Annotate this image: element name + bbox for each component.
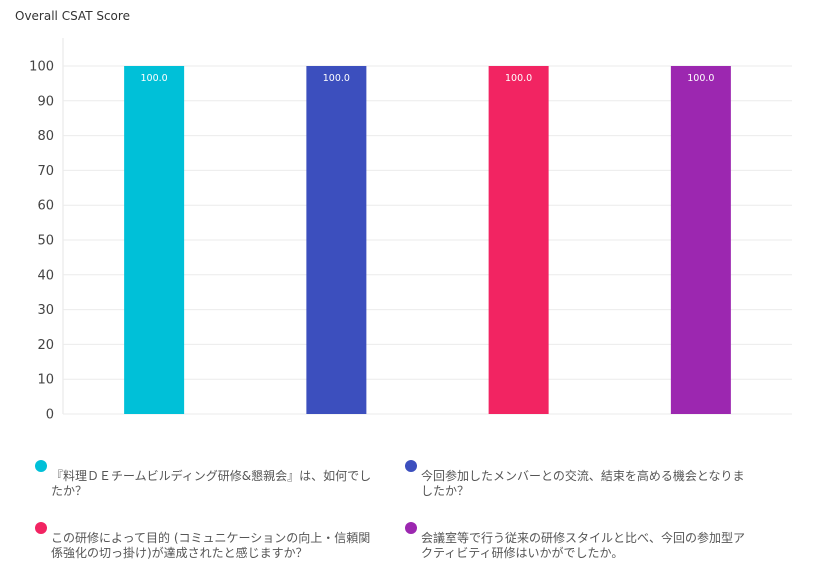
legend-label-1: 『料理ＤＥチームビルディング研修&懇親会』は、如何でしたか？ bbox=[51, 469, 372, 498]
bar-3 bbox=[488, 66, 549, 414]
legend: 『料理ＤＥチームビルディング研修&懇親会』は、如何でしたか？ 今回参加したメンバ… bbox=[35, 460, 795, 580]
y-tick-label: 10 bbox=[37, 373, 54, 388]
y-tick-label: 50 bbox=[37, 234, 54, 249]
y-tick-label: 80 bbox=[37, 129, 54, 144]
bar-4 bbox=[670, 66, 731, 414]
legend-label-2: 今回参加したメンバーとの交流、結束を高める機会となりましたか？ bbox=[421, 469, 745, 498]
bar-value-label-3: 100.0 bbox=[505, 73, 532, 84]
legend-swatch-4 bbox=[405, 522, 417, 534]
bar-value-label-1: 100.0 bbox=[141, 73, 168, 84]
bar-value-label-2: 100.0 bbox=[323, 73, 350, 84]
chart-title: Overall CSAT Score bbox=[15, 9, 130, 23]
y-tick-label: 40 bbox=[37, 268, 54, 283]
legend-swatch-1 bbox=[35, 460, 47, 472]
y-tick-label: 20 bbox=[37, 338, 54, 353]
legend-swatch-2 bbox=[405, 460, 417, 472]
y-tick-label: 70 bbox=[37, 164, 54, 179]
y-tick-label: 100 bbox=[29, 60, 54, 75]
y-tick-label: 30 bbox=[37, 303, 54, 318]
y-tick-label: 60 bbox=[37, 199, 54, 214]
legend-swatch-3 bbox=[35, 522, 47, 534]
bar-chart: 0 10 20 30 40 50 60 70 80 90 100 100.0 100.0 100.0 100… bbox=[29, 38, 792, 423]
y-tick-label: 90 bbox=[37, 94, 54, 109]
y-tick-label: 0 bbox=[46, 408, 54, 423]
legend-label-4: 会議室等で行う従来の研修スタイルと比べ、今回の参加型アクティビティ研修はいかがで… bbox=[421, 531, 746, 560]
bar-2 bbox=[306, 66, 367, 414]
legend-label-3: この研修によって目的 (コミュニケーションの向上・信頼関係強化の切っ掛け)が達成… bbox=[51, 531, 371, 560]
bar-value-label-4: 100.0 bbox=[687, 73, 714, 84]
bar-1 bbox=[124, 66, 185, 414]
